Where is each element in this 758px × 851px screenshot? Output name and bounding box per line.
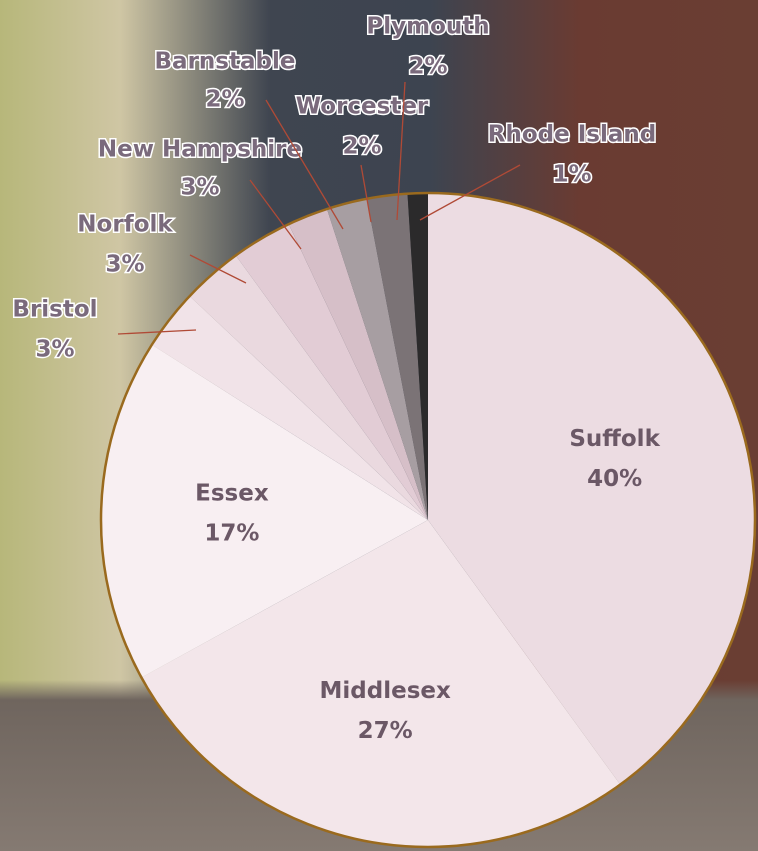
value-label: 2%: [342, 134, 381, 160]
value-label: 3%: [105, 252, 144, 278]
slice-label: Essex: [195, 480, 269, 506]
page: Suffolk 40% Middlesex 27% Essex 17% Bristol 3% N…: [0, 0, 758, 851]
value-label: 1%: [552, 162, 591, 188]
slice-label: Bristol: [12, 297, 97, 323]
value-label: 17%: [204, 520, 259, 546]
value-label: 27%: [358, 718, 413, 744]
slice-label: Barnstable: [155, 49, 296, 75]
value-label: 40%: [587, 466, 642, 492]
value-label: 3%: [35, 337, 74, 363]
slice-label: Suffolk: [569, 426, 660, 452]
slice-label: Worcester: [296, 94, 429, 120]
value-label: 2%: [205, 87, 244, 113]
slice-label: Rhode Island: [488, 122, 656, 148]
slice-label: New Hampshire: [98, 137, 302, 163]
slice-label: Plymouth: [366, 14, 489, 40]
value-label: 3%: [180, 175, 219, 201]
slice-label: Middlesex: [320, 678, 451, 704]
value-label: 2%: [408, 54, 447, 80]
chart: Suffolk 40% Middlesex 27% Essex 17% Bristol 3% N…: [0, 0, 758, 851]
slice-label: Norfolk: [77, 212, 173, 238]
